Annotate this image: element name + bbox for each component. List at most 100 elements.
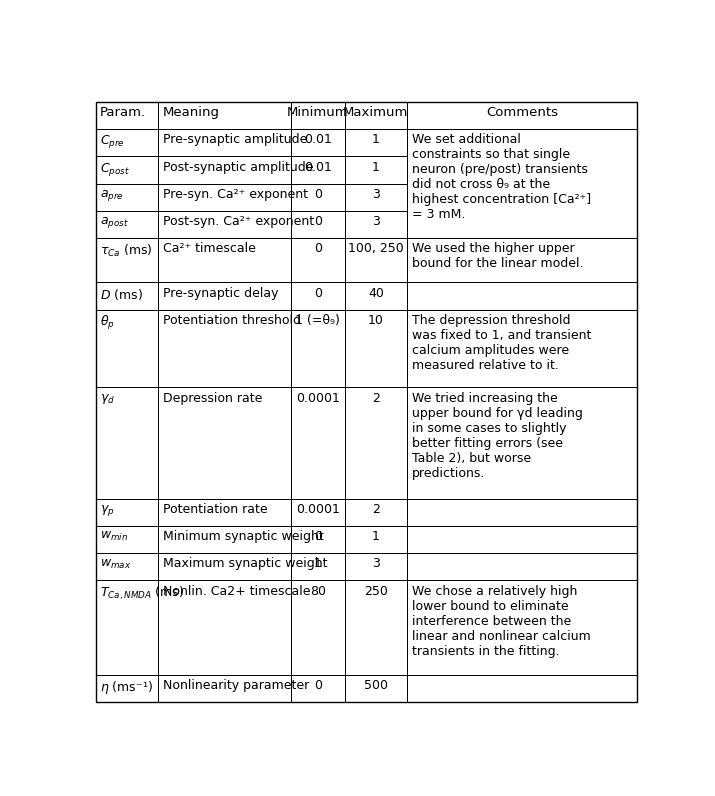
Text: 1: 1 [372,161,380,174]
Bar [96,156,158,184]
Bar [158,283,290,310]
Bar [407,283,637,310]
Text: 0.01: 0.01 [304,161,332,174]
Bar [158,184,290,211]
Text: 0.01: 0.01 [304,133,332,146]
Text: Meaning: Meaning [162,106,220,119]
Text: Potentiation threshold: Potentiation threshold [162,314,300,327]
Text: 0.0001: 0.0001 [296,392,340,404]
Bar [290,526,345,553]
Bar [407,129,637,238]
Bar [345,283,407,310]
Bar [345,526,407,553]
Text: 1: 1 [314,557,322,571]
Bar [290,498,345,526]
Text: Post-syn. Ca²⁺ exponent: Post-syn. Ca²⁺ exponent [162,215,314,228]
Text: 0: 0 [314,287,322,299]
Bar [345,388,407,498]
Text: Comments: Comments [486,106,558,119]
Bar [290,156,345,184]
Text: 0: 0 [314,215,322,228]
Text: 3: 3 [372,557,380,571]
Text: We tried increasing the
upper bound for γd leading
in some cases to slightly
bet: We tried increasing the upper bound for … [412,392,583,479]
Text: $D$ (ms): $D$ (ms) [100,287,143,302]
Bar [345,498,407,526]
Text: $\tau_{Ca}$ (ms): $\tau_{Ca}$ (ms) [100,243,153,259]
Text: $C_{pre}$: $C_{pre}$ [100,133,125,150]
Text: 100, 250: 100, 250 [348,243,404,256]
Text: 2: 2 [372,392,380,404]
Bar [96,675,158,702]
Text: Nonlinearity parameter: Nonlinearity parameter [162,679,309,693]
Text: 1: 1 [372,530,380,543]
Text: Maximum synaptic weight: Maximum synaptic weight [162,557,327,571]
Bar [96,553,158,580]
Text: We set additional
constraints so that single
neuron (pre/post) transients
did no: We set additional constraints so that si… [412,133,591,221]
Bar [96,388,158,498]
Bar [158,211,290,238]
Text: Depression rate: Depression rate [162,392,262,404]
Text: Pre-synaptic amplitude: Pre-synaptic amplitude [162,133,307,146]
Bar [158,553,290,580]
Bar [345,675,407,702]
Text: 40: 40 [368,287,384,299]
Bar [407,498,637,526]
Bar [407,580,637,675]
Bar [96,211,158,238]
Bar [158,388,290,498]
Bar [290,580,345,675]
Bar [158,310,290,388]
Text: Minimum synaptic weight: Minimum synaptic weight [162,530,323,543]
Bar [96,129,158,156]
Text: 0.0001: 0.0001 [296,503,340,516]
Bar [96,238,158,283]
Text: We chose a relatively high
lower bound to eliminate
interference between the
lin: We chose a relatively high lower bound t… [412,585,591,657]
Text: 1 (=θ₉): 1 (=θ₉) [295,314,340,327]
Text: $w_{max}$: $w_{max}$ [100,557,132,571]
Bar [158,156,290,184]
Bar [345,310,407,388]
Bar [345,238,407,283]
Text: 2: 2 [372,503,380,516]
Bar [290,283,345,310]
Text: 3: 3 [372,188,380,201]
Text: $\gamma_d$: $\gamma_d$ [100,392,115,405]
Bar [96,526,158,553]
Bar [158,526,290,553]
Bar [96,283,158,310]
Bar [290,553,345,580]
Bar [345,156,407,184]
Bar [290,211,345,238]
Text: 80: 80 [310,585,325,598]
Bar [96,310,158,388]
Text: $w_{min}$: $w_{min}$ [100,530,129,543]
Bar [290,184,345,211]
Bar [290,129,345,156]
Bar [290,675,345,702]
Text: 0: 0 [314,530,322,543]
Bar [158,238,290,283]
Text: 10: 10 [368,314,384,327]
Bar [345,211,407,238]
Bar [407,553,637,580]
Bar [158,498,290,526]
Text: The depression threshold
was fixed to 1, and transient
calcium amplitudes were
m: The depression threshold was fixed to 1,… [412,314,591,372]
Bar [96,184,158,211]
Text: $C_{post}$: $C_{post}$ [100,161,130,178]
Text: Pre-synaptic delay: Pre-synaptic delay [162,287,278,299]
Text: Minimum: Minimum [287,106,348,119]
Bar [345,102,407,129]
Text: Post-synaptic amplitude: Post-synaptic amplitude [162,161,313,174]
Text: $\theta_p$: $\theta_p$ [100,314,115,332]
Text: $\eta$ (ms⁻¹): $\eta$ (ms⁻¹) [100,679,153,696]
Bar [290,388,345,498]
Text: Maximum: Maximum [343,106,408,119]
Text: $a_{post}$: $a_{post}$ [100,215,129,230]
Text: 0: 0 [314,679,322,693]
Text: 250: 250 [364,585,388,598]
Text: Nonlin. Ca2+ timescale: Nonlin. Ca2+ timescale [162,585,310,598]
Text: 500: 500 [364,679,388,693]
Bar [96,498,158,526]
Text: 3: 3 [372,215,380,228]
Text: Ca²⁺ timescale: Ca²⁺ timescale [162,243,255,256]
